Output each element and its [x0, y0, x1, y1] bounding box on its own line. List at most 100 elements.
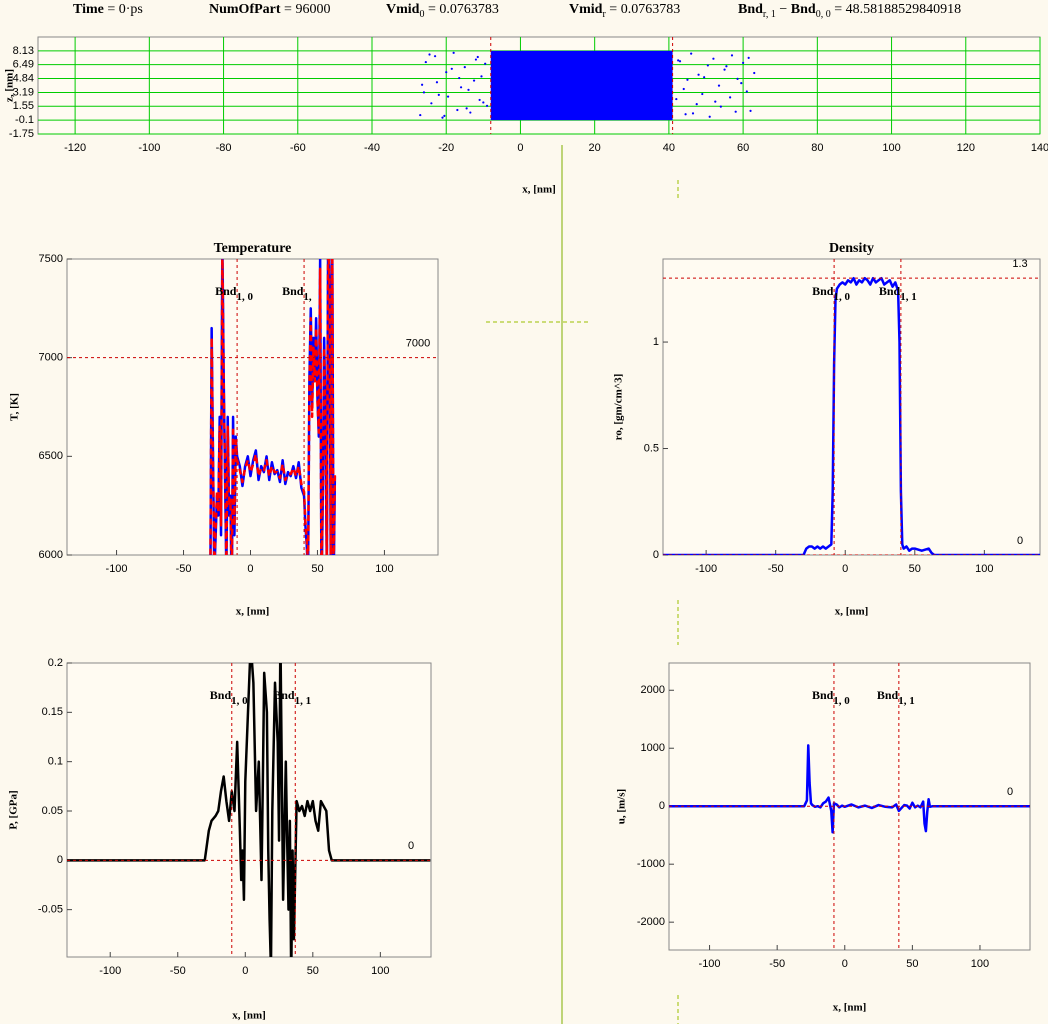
x-tick-label: 20	[589, 142, 601, 154]
plot-area	[663, 259, 1040, 555]
particle	[443, 114, 446, 118]
var-name: NumOfPart	[209, 2, 281, 17]
header-item: Time = 0·ps	[73, 2, 143, 18]
y-tick-label: 2000	[641, 684, 665, 696]
x-tick-label: -50	[769, 958, 785, 970]
y-tick-label: 0.2	[48, 657, 63, 669]
y-axis-label: ro, [gm/cm^3]	[613, 374, 625, 441]
y-tick-label: 1.55	[13, 100, 34, 112]
ref-line-label: 7000	[406, 338, 430, 350]
particle	[485, 104, 489, 107]
particle	[459, 86, 463, 89]
annotation-text: Bnd	[879, 284, 901, 298]
plot-area	[669, 663, 1030, 950]
annotation-text: Bnd	[877, 688, 899, 702]
var-sub: 0	[419, 8, 425, 20]
var-value: = 0.0763783	[609, 2, 681, 17]
y-axis-label: z, [nm]	[4, 69, 16, 102]
y-tick-label: 6500	[39, 450, 63, 462]
y-tick-label: 0.1	[48, 756, 63, 768]
y-tick-label: 1	[653, 336, 659, 348]
data-line	[663, 276, 1040, 555]
x-tick-label: -100	[699, 958, 721, 970]
particle	[465, 107, 468, 110]
particle	[749, 109, 752, 112]
x-tick-label: 100	[375, 563, 393, 575]
annotation: Bnd1, 0	[210, 688, 248, 707]
var-sub: r	[602, 8, 606, 20]
x-tick-label: -120	[64, 142, 86, 154]
x-tick-label: 50	[906, 958, 918, 970]
x-tick-label: 50	[311, 563, 323, 575]
annotation: Bnd1, 0	[215, 284, 253, 303]
x-tick-label: -50	[170, 965, 186, 977]
annotation-sub: 1, 0	[833, 291, 850, 303]
annotation-text: Bnd	[812, 688, 834, 702]
particle	[480, 75, 483, 78]
annotation: Bnd1, 1	[879, 284, 917, 303]
var-value: = 48.58188529840918	[834, 2, 962, 17]
annotation-text: Bnd	[273, 688, 295, 702]
x-tick-label: 0	[842, 563, 848, 575]
particle	[472, 79, 476, 82]
var-name: Vmid	[569, 2, 603, 17]
header-item: Vmidr = 0.0763783	[569, 2, 680, 20]
particle	[725, 65, 728, 68]
chart-title: Temperature	[214, 241, 292, 256]
particle	[433, 55, 437, 58]
x-tick-label: 100	[371, 965, 389, 977]
data-line	[67, 663, 431, 957]
particle	[452, 51, 455, 54]
x-tick-label: -80	[216, 142, 232, 154]
x-tick-label: -100	[106, 563, 128, 575]
x-tick-label: 0	[242, 965, 248, 977]
x-tick-label: 60	[737, 142, 749, 154]
particle	[437, 93, 440, 96]
x-axis-label: x, [nm]	[236, 606, 270, 618]
particle	[675, 97, 678, 101]
particle	[729, 96, 732, 99]
var-name: Vmid	[386, 2, 420, 17]
x-tick-label: 80	[811, 142, 823, 154]
plot-area	[67, 663, 431, 957]
y-tick-label: -0.1	[15, 114, 34, 126]
y-tick-label: 0	[653, 549, 659, 561]
particle	[706, 64, 709, 67]
particle	[421, 83, 424, 86]
x-tick-label: 50	[909, 563, 921, 575]
particle	[736, 77, 739, 80]
plot-area	[67, 259, 438, 555]
var-value: = 0·ps	[107, 2, 143, 17]
particle	[740, 82, 743, 85]
y-tick-label: 0	[659, 800, 665, 812]
particle	[469, 111, 472, 114]
y-tick-label: -1000	[637, 858, 665, 870]
ref-line-label: 0	[408, 840, 414, 852]
annotation: Bnd1,	[282, 284, 312, 303]
x-tick-label: -60	[290, 142, 306, 154]
particle	[691, 112, 695, 115]
particle	[474, 58, 478, 61]
x-tick-label: 140	[1031, 142, 1048, 154]
var-name: Bnd	[790, 2, 816, 17]
x-axis-label: x, [nm]	[522, 184, 556, 196]
particle	[717, 84, 721, 87]
particle	[458, 76, 461, 80]
x-tick-label: -50	[768, 563, 784, 575]
particle	[678, 60, 682, 63]
chart-title: Density	[829, 241, 874, 256]
var-value: = 0.0763783	[427, 2, 499, 17]
x-tick-label: 100	[975, 563, 993, 575]
particle	[467, 88, 470, 91]
x-tick-label: -50	[176, 563, 192, 575]
x-tick-label: -20	[438, 142, 454, 154]
y-tick-label: 0.15	[42, 706, 63, 718]
plot-frame	[66, 258, 439, 556]
particle	[484, 62, 487, 65]
particle	[686, 78, 689, 81]
plot-frame	[662, 258, 1041, 556]
particle	[441, 116, 444, 119]
particle	[714, 100, 717, 103]
particle	[476, 55, 479, 59]
